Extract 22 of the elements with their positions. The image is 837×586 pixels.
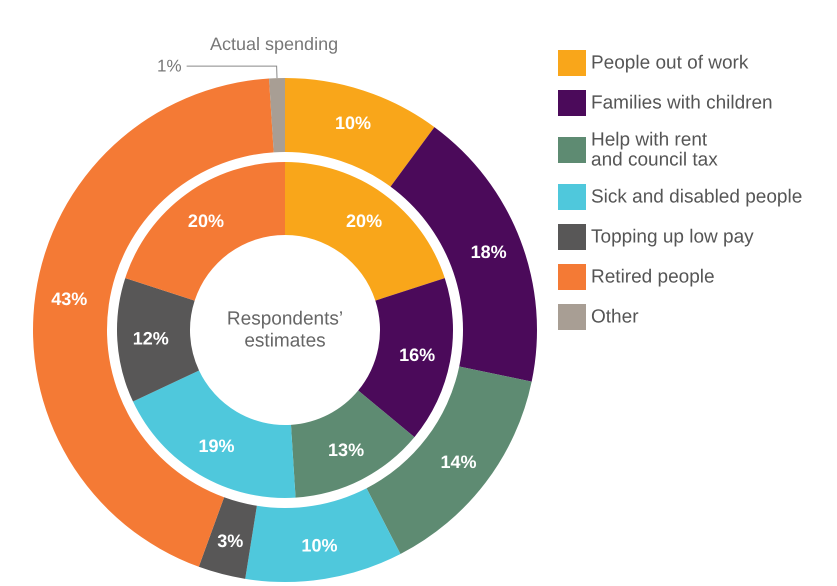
data-label: 20% [346, 211, 382, 232]
data-label: 16% [399, 345, 436, 366]
legend-label: Sick and disabled people [591, 186, 802, 208]
legend-label: People out of work [591, 52, 749, 74]
data-label: 1% [157, 56, 182, 76]
data-label: 10% [335, 112, 372, 133]
slice-label: Respondents’ estimates [226, 308, 344, 352]
data-label: 20% [188, 211, 224, 232]
data-label: 43% [51, 288, 88, 309]
data-label: 3% [217, 531, 244, 552]
legend-label: Retired people [591, 266, 715, 288]
legend-label: Other [591, 306, 640, 328]
data-label: 19% [198, 436, 235, 456]
legend-label: Topping up low pay [591, 226, 754, 248]
data-label: 10% [301, 535, 338, 556]
data-label: 13% [328, 440, 364, 460]
legend-label: Families with children [591, 92, 773, 114]
legend-label: Help with rent and council tax [591, 130, 718, 170]
data-label: 14% [440, 452, 476, 472]
data-label: 12% [132, 328, 169, 348]
data-label: 18% [470, 242, 507, 262]
slice-label: Actual spending [210, 34, 338, 54]
